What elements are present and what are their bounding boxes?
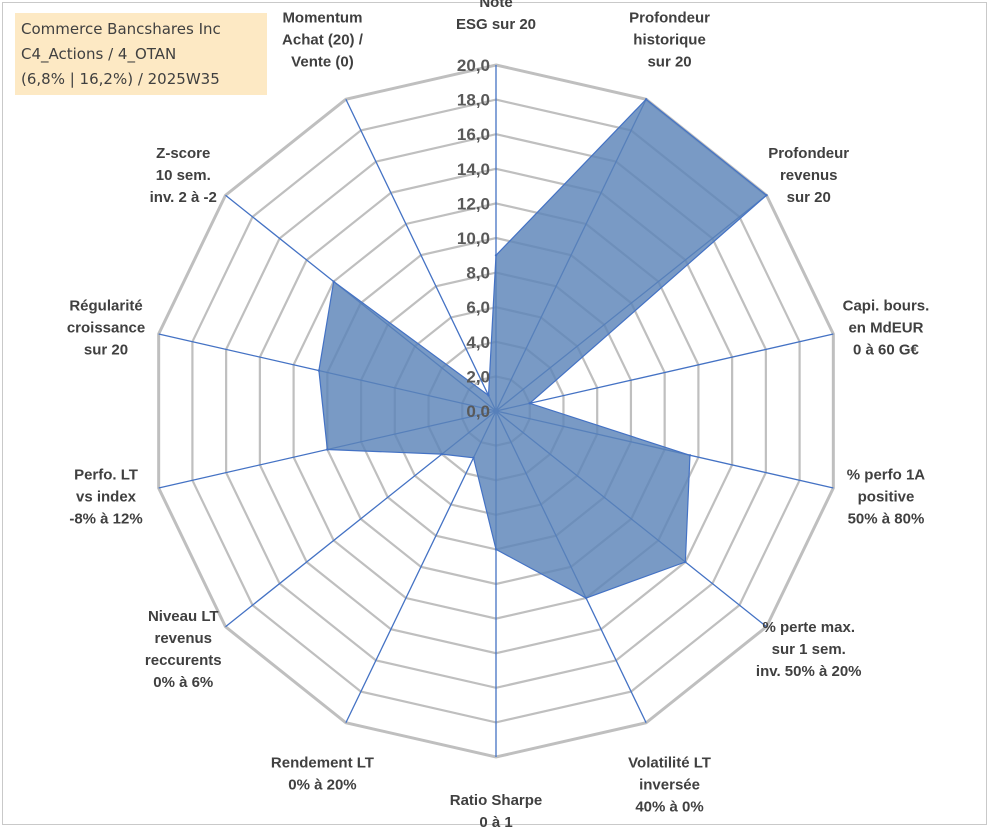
axis-label-line: positive bbox=[858, 489, 915, 506]
data-point-7 bbox=[584, 596, 588, 600]
axis-label-8: Ratio Sharpe 0 à 1 bbox=[450, 792, 543, 829]
axis-label-line: Niveau LT bbox=[148, 608, 219, 625]
info-box: Commerce Bancshares Inc C4_Actions / 4_O… bbox=[15, 13, 267, 95]
tick-label-0,0: 0,0 bbox=[466, 402, 490, 421]
data-point-1 bbox=[494, 254, 498, 257]
tick-label-16,0: 16,0 bbox=[457, 125, 490, 144]
axis-label-line: Volatilité LT bbox=[628, 754, 711, 771]
portfolio-category: C4_Actions / 4_OTAN bbox=[21, 45, 177, 63]
tick-label-20,0: 20,0 bbox=[457, 56, 490, 75]
axis-label-line: 10 sem. bbox=[156, 167, 211, 184]
axis-label-14: Momentum Achat (20) / Vente (0) bbox=[282, 10, 364, 71]
axis-label-3: Profondeur revenus sur 20 bbox=[768, 145, 849, 206]
axis-label-9: Rendement LT 0% à 20% bbox=[271, 754, 374, 793]
data-point-14 bbox=[487, 394, 490, 397]
tick-layer: 0,0 2,0 4,0 6,0 8,0 10,0 12,0 14,0 16,0 18,0 20,0 bbox=[457, 56, 490, 421]
data-point-4 bbox=[528, 402, 531, 405]
axis-label-line: Profondeur bbox=[629, 10, 710, 27]
axis-label-line: inv. 50% à 20% bbox=[756, 663, 862, 680]
axis-label-6: % perte max. sur 1 sem. inv. 50% à 20% bbox=[756, 619, 862, 680]
axis-label-line: inversée bbox=[639, 776, 700, 793]
axis-label-layer: Note ESG sur 20 Profondeur historique sur 20… bbox=[67, 0, 929, 829]
axis-label-line: Régularité bbox=[69, 297, 142, 314]
axis-label-line: 0% à 6% bbox=[153, 674, 213, 691]
data-point-3 bbox=[765, 194, 768, 197]
axis-label-line: Perfo. LT bbox=[74, 467, 138, 484]
axis-label-line: inv. 2 à -2 bbox=[150, 189, 217, 206]
axis-label-line: 0 à 1 bbox=[479, 814, 512, 829]
axis-label-line: sur 1 sem. bbox=[772, 641, 846, 658]
axis-label-line: Capi. bours. bbox=[843, 297, 930, 314]
data-point-5 bbox=[688, 454, 692, 457]
axis-label-line: revenus bbox=[154, 630, 212, 647]
axis-label-line: revenus bbox=[780, 167, 838, 184]
axis-label-7: Volatilité LT inversée 40% à 0% bbox=[628, 754, 711, 815]
tick-label-6,0: 6,0 bbox=[466, 298, 490, 317]
axis-label-2: Profondeur historique sur 20 bbox=[629, 10, 710, 71]
axis-label-line: 50% à 80% bbox=[848, 511, 925, 528]
data-point-11 bbox=[326, 448, 329, 451]
series-layer bbox=[317, 98, 768, 600]
axis-label-line: sur 20 bbox=[787, 189, 831, 206]
axis-label-line: vs index bbox=[76, 489, 137, 506]
axis-spoke-4 bbox=[495, 333, 834, 412]
tick-label-14,0: 14,0 bbox=[457, 160, 490, 179]
axis-label-line: sur 20 bbox=[84, 341, 128, 358]
tick-label-2,0: 2,0 bbox=[466, 367, 490, 386]
axis-label-4: Capi. bours. en MdEUR 0 à 60 G€ bbox=[843, 297, 930, 358]
data-point-12 bbox=[317, 369, 321, 372]
axis-spoke-14 bbox=[345, 98, 497, 412]
axis-label-line: Ratio Sharpe bbox=[450, 792, 543, 809]
tick-label-10,0: 10,0 bbox=[457, 229, 490, 248]
axis-label-12: Régularité croissance sur 20 bbox=[67, 297, 145, 358]
tick-label-18,0: 18,0 bbox=[457, 91, 490, 110]
axis-label-line: Momentum bbox=[282, 10, 362, 27]
axis-label-line: sur 20 bbox=[647, 54, 691, 71]
data-point-13 bbox=[332, 280, 335, 283]
axis-label-line: Profondeur bbox=[768, 145, 849, 162]
axis-label-line: Rendement LT bbox=[271, 754, 374, 771]
axis-label-line: % perfo 1A bbox=[847, 467, 926, 484]
data-point-8 bbox=[494, 548, 498, 551]
axis-label-line: % perte max. bbox=[762, 619, 855, 636]
company-name: Commerce Bancshares Inc bbox=[21, 20, 221, 38]
axis-label-line: 0 à 60 G€ bbox=[853, 341, 920, 358]
axis-label-line: 40% à 0% bbox=[635, 798, 703, 815]
axis-label-line: ESG sur 20 bbox=[456, 16, 536, 33]
axis-label-line: en MdEUR bbox=[848, 319, 923, 336]
axis-label-line: Z-score bbox=[156, 145, 210, 162]
axis-label-line: reccurents bbox=[145, 652, 222, 669]
axis-label-line: croissance bbox=[67, 319, 145, 336]
axis-label-10: Niveau LT revenus reccurents 0% à 6% bbox=[145, 608, 222, 691]
data-point-6 bbox=[684, 560, 687, 564]
data-point-9 bbox=[472, 456, 475, 459]
axis-label-11: Perfo. LT vs index -8% à 12% bbox=[69, 467, 142, 528]
axis-label-5: % perfo 1A positive 50% à 80% bbox=[847, 467, 926, 528]
axis-label-13: Z-score 10 sem. inv. 2 à -2 bbox=[150, 145, 217, 206]
axis-label-line: 0% à 20% bbox=[288, 776, 356, 793]
series-area bbox=[318, 98, 768, 599]
axis-label-line: Vente (0) bbox=[291, 54, 354, 71]
axis-label-line: Achat (20) / bbox=[282, 32, 364, 49]
performance-period: (6,8% | 16,2%) / 2025W35 bbox=[21, 70, 220, 88]
axis-label-line: Note bbox=[479, 0, 512, 11]
axis-label-line: -8% à 12% bbox=[69, 511, 142, 528]
axis-spoke-9 bbox=[345, 410, 497, 724]
axis-label-1: Note ESG sur 20 bbox=[456, 0, 536, 33]
tick-label-8,0: 8,0 bbox=[466, 264, 490, 283]
tick-label-12,0: 12,0 bbox=[457, 194, 490, 213]
data-point-10 bbox=[440, 452, 444, 456]
data-point-2 bbox=[644, 98, 648, 101]
axis-label-line: historique bbox=[633, 32, 706, 49]
tick-label-4,0: 4,0 bbox=[466, 333, 490, 352]
